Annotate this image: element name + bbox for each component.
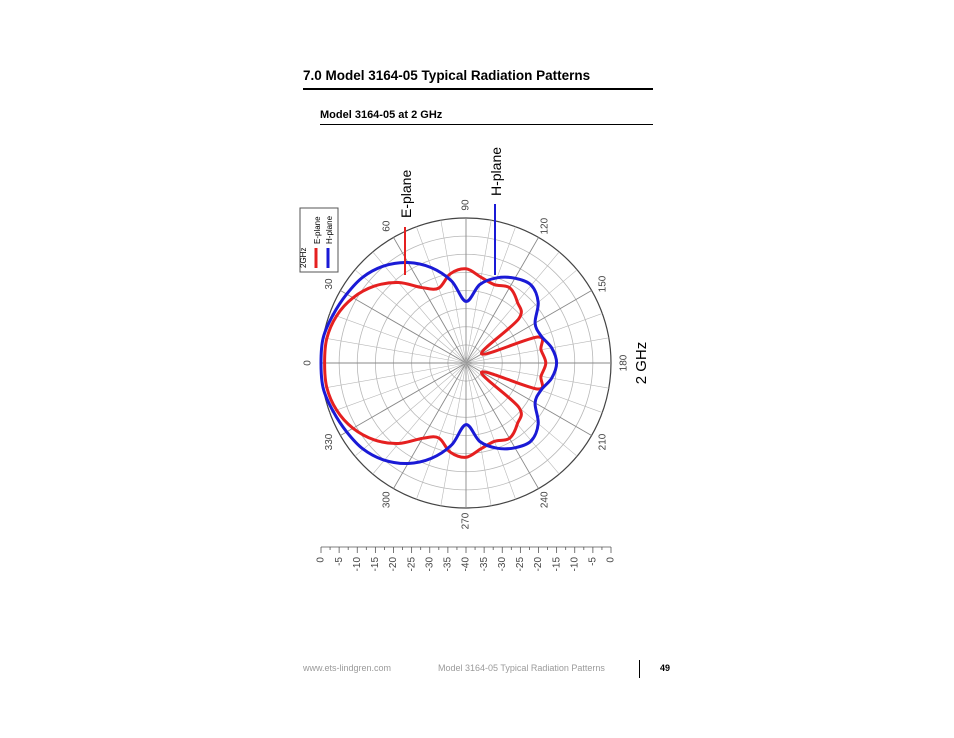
grid-spoke — [393, 362, 467, 489]
subtitle-rule — [320, 124, 653, 125]
footer-separator — [639, 660, 640, 678]
grid-spoke — [372, 251, 467, 364]
scale-label: -30 — [497, 557, 508, 572]
grid-spoke — [465, 226, 516, 364]
scale-label: -40 — [461, 557, 472, 572]
legend-h-plane-label: H-plane — [325, 215, 334, 244]
legend-box — [299, 207, 339, 273]
scale-label: -25 — [406, 557, 417, 572]
scale-label: -5 — [588, 557, 599, 566]
grid-spoke — [416, 362, 467, 500]
footer-url: www.ets-lindgren.com — [303, 663, 392, 673]
plane-callouts: E-plane H-plane — [398, 147, 504, 275]
angle-tick-label: 240 — [540, 491, 551, 508]
angle-tick-labels: 0 30 60 90 120 150 180 210 240 270 300 330 — [303, 199, 630, 529]
legend-e-plane-label: E-plane — [313, 216, 322, 244]
angle-tick-label: 210 — [597, 433, 608, 450]
grid-spoke — [465, 290, 592, 364]
scale-label: -10 — [569, 557, 580, 572]
scale-label: -20 — [388, 557, 399, 572]
grid-spoke — [465, 220, 492, 364]
angle-tick-label: 180 — [619, 354, 630, 371]
angle-tick-label: 270 — [461, 512, 472, 529]
grid-spoke — [465, 362, 609, 389]
grid-spoke — [329, 313, 467, 364]
angle-tick-label: 150 — [597, 275, 608, 292]
angle-tick-label: 0 — [303, 360, 314, 366]
pattern-traces — [319, 260, 559, 466]
grid-spoke — [416, 226, 467, 364]
chart-subtitle: Model 3164-05 at 2 GHz — [320, 109, 443, 121]
grid-spoke — [340, 290, 467, 364]
scale-label: -10 — [352, 557, 363, 572]
angle-tick-label: 60 — [382, 220, 393, 232]
grid-spoke — [340, 362, 467, 436]
grid-spoke — [323, 362, 467, 389]
e-plane-callout-label: E-plane — [398, 170, 414, 218]
angle-tick-label: 120 — [540, 217, 551, 234]
scale-label: -30 — [424, 557, 435, 572]
grid-spoke — [465, 362, 492, 506]
scale-label: -20 — [533, 557, 544, 572]
scale-label: -35 — [443, 557, 454, 572]
legend-title: 2GHz — [299, 248, 308, 268]
grid-spoke — [329, 362, 467, 413]
radial-scale: 0 -5 -10 -15 -20 -25 -30 -35 -40 -35 -30 -25 -20 -15-… — [316, 546, 617, 572]
h-plane-trace — [319, 260, 559, 466]
scale-label: -35 — [479, 557, 490, 572]
angle-tick-label: 90 — [461, 199, 472, 211]
scale-label: -15 — [551, 557, 562, 572]
scale-label: -25 — [515, 557, 526, 572]
h-plane-callout-label: H-plane — [488, 147, 504, 196]
angle-tick-label: 330 — [324, 433, 335, 450]
grid-spoke — [465, 362, 516, 500]
e-plane-trace — [323, 267, 548, 459]
page-number: 49 — [660, 663, 671, 673]
scale-label: 0 — [316, 557, 327, 563]
grid-spoke — [323, 337, 467, 364]
grid-spoke — [465, 362, 592, 436]
grid-spoke — [465, 251, 560, 364]
scale-label: 0 — [606, 557, 617, 563]
grid-spoke — [440, 362, 467, 506]
grid-spoke — [465, 362, 539, 489]
polar-grid — [320, 217, 612, 509]
section-rule — [303, 88, 653, 90]
section-title: 7.0 Model 3164-05 Typical Radiation Patt… — [303, 68, 591, 83]
grid-spoke — [465, 237, 539, 364]
grid-spoke — [465, 337, 609, 364]
legend: 2GHz E-plane H-plane — [299, 207, 339, 273]
footer-doc-title: Model 3164-05 Typical Radiation Patterns — [438, 663, 605, 673]
angle-tick-label: 30 — [324, 278, 335, 290]
frequency-label: 2 GHz — [633, 342, 650, 385]
scale-label: -5 — [334, 557, 345, 566]
grid-spoke — [465, 362, 560, 475]
grid-spoke — [440, 220, 467, 364]
angle-tick-label: 300 — [382, 491, 393, 508]
scale-label: -15 — [370, 557, 381, 572]
grid-spoke — [372, 362, 467, 475]
